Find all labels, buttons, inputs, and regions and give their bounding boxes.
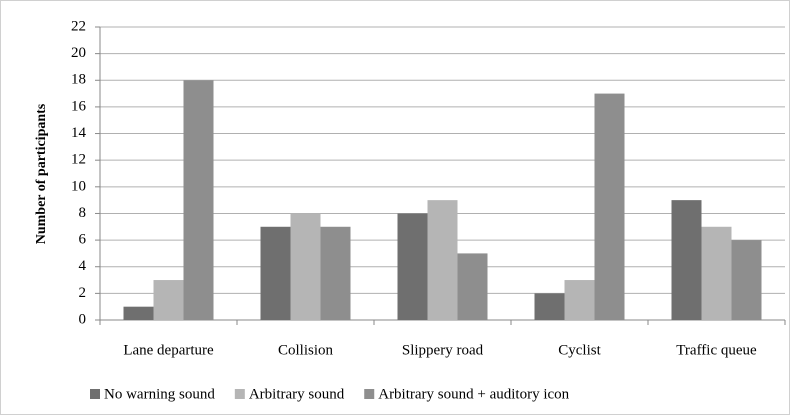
legend-swatch [234,389,245,399]
y-tick-label: 20 [71,45,86,61]
bar [260,226,291,320]
x-tick-label: Lane departure [123,342,214,358]
bar [320,226,351,320]
legend-swatch [90,389,100,399]
legend-label: No warning sound [104,386,215,402]
y-tick-label: 12 [71,152,86,168]
bar [427,200,458,320]
bar [564,280,595,320]
y-tick-label: 16 [71,98,87,114]
x-tick-label: Collision [278,342,334,358]
legend-swatch [364,389,375,399]
y-tick-label: 2 [79,285,87,301]
y-tick-label: 10 [71,178,86,194]
bar [153,280,184,320]
bar [701,226,732,320]
y-tick-label: 22 [71,18,86,34]
bar [290,213,321,320]
y-axis-label: Number of participants [34,103,49,244]
bar [397,213,428,320]
legend-label: Arbitrary sound [249,386,345,402]
y-tick-label: 18 [71,72,86,88]
y-tick-label: 4 [79,258,87,274]
x-tick-label: Traffic queue [676,342,757,358]
legend-label: Arbitrary sound + auditory icon [378,386,569,402]
x-tick-label: Slippery road [402,342,484,358]
bar [594,93,625,320]
y-tick-label: 14 [71,125,87,141]
x-tick-label: Cyclist [558,342,601,358]
bar [183,80,214,320]
y-tick-label: 0 [79,311,87,327]
bar [123,306,154,320]
y-tick-label: 8 [79,205,87,221]
bar [457,253,488,320]
bar [731,240,762,320]
bar [534,293,565,320]
y-tick-label: 6 [79,232,87,248]
bar [671,200,702,320]
